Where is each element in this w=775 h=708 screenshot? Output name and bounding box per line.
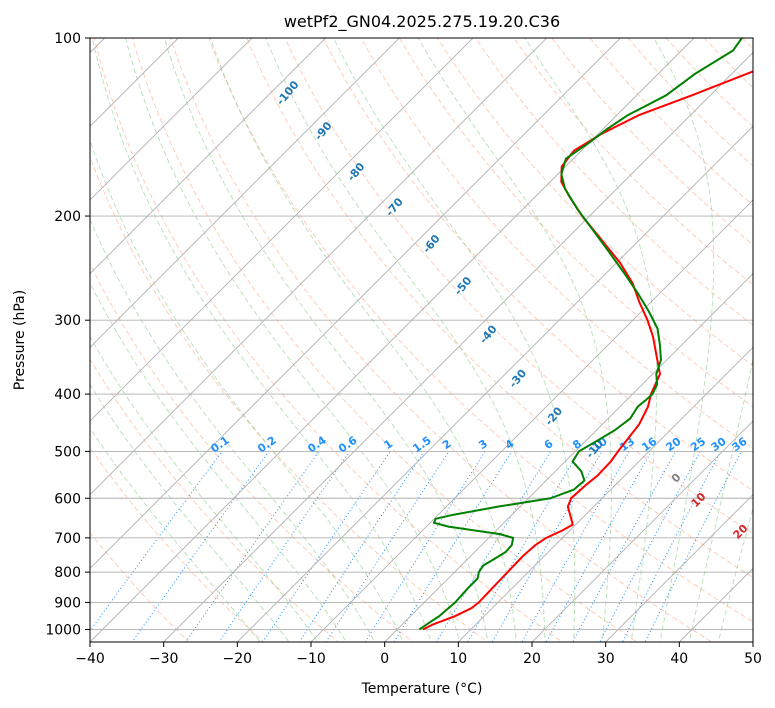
y-tick-label: 600 [54,491,81,507]
moist-adiabats [90,38,753,642]
isotherm-line [90,38,474,422]
sounding-series [418,38,753,631]
sounding-series-line [418,38,743,631]
moist-adiabat-line [90,383,290,642]
x-tick-label: 50 [744,651,762,667]
moist-adiabat-line [163,38,489,642]
y-tick-label: 300 [54,313,81,329]
isotherm-line [236,125,753,642]
y-tick-label: 800 [54,565,81,581]
dry-adiabat-line [246,38,753,578]
dry-adiabat-line [90,262,414,642]
y-tick-label: 200 [54,209,81,225]
y-tick-label: 700 [54,531,81,547]
y-tick-label: 100 [54,31,81,47]
isotherm-line [90,38,695,642]
x-tick-label: 30 [597,651,615,667]
x-tick-label: 40 [670,651,688,667]
moist-adiabat-line [524,38,658,642]
moist-adiabat-line [209,38,517,642]
dry-adiabat-line [90,358,339,642]
dry-adiabat-line [90,531,190,642]
moist-adiabat-line [653,38,715,642]
x-axis-label: Temperature (°C) [361,681,483,697]
moist-adiabat-line [90,335,319,642]
isotherm-line [457,346,753,642]
x-axis: −40 −30 −20 −10 0 10 20 30 40 50 [75,642,762,667]
isotherm-line [605,494,753,642]
moist-adiabat-line [90,139,404,642]
isotherm-line [90,38,253,201]
isotherm-line [531,420,753,642]
dry-adiabat-line [90,446,265,642]
y-axis: 100 200 300 400 500 600 700 800 900 1000 [45,31,90,639]
x-tick-label: 10 [449,651,467,667]
isotherm-line [90,38,400,348]
x-tick-label: −30 [149,651,179,667]
moist-adiabat-line [717,506,753,642]
x-tick-label: −40 [75,651,105,667]
y-axis-label: Pressure (hPa) [12,290,28,390]
x-tick-label: 0 [380,651,389,667]
isobars [90,38,753,630]
y-tick-label: 400 [54,387,81,403]
moist-adiabat-line [688,357,753,642]
y-tick-label: 500 [54,444,81,460]
moist-adiabat-line [90,218,376,642]
isotherm-line [90,38,548,496]
dry-adiabat-line [436,38,753,367]
moist-adiabat-line [333,38,576,642]
dry-adiabat-line [131,38,638,642]
dry-adiabat-line [398,38,753,408]
isotherm-line [90,38,621,569]
dry-adiabat-line [284,38,753,535]
moist-adiabat-line [125,38,461,642]
moist-adiabat-line [417,38,612,642]
moist-adiabat-line [90,427,261,642]
dry-adiabat-line [322,38,753,492]
moist-adiabat-line [91,38,432,642]
plot-frame [89,37,754,643]
isotherm-line [310,199,753,642]
isotherm-line [90,38,327,275]
isotherm-line [163,52,753,642]
chart-title: wetPf2_GN04.2025.275.19.20.C36 [284,12,560,32]
isotherms [90,38,753,642]
moist-adiabat-line [265,38,546,642]
dry-adiabat-line [170,38,713,642]
y-tick-label: 900 [54,595,81,611]
x-tick-label: 20 [523,651,541,667]
dry-adiabat-line [93,38,564,642]
x-tick-label: −10 [296,651,326,667]
isotherm-line [384,273,753,642]
y-tick-label: 1000 [45,623,81,639]
x-tick-label: −20 [223,651,253,667]
